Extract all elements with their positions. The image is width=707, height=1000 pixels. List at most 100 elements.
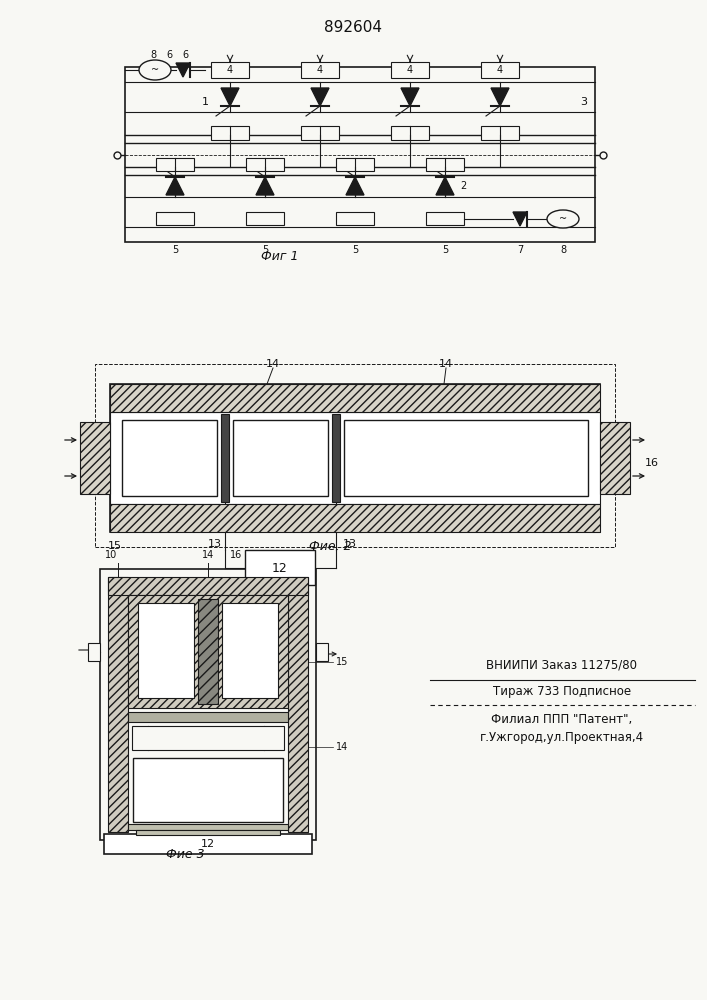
Bar <box>344 420 588 496</box>
Bar <box>426 158 464 171</box>
Text: ВНИИПИ Заказ 11275/80: ВНИИПИ Заказ 11275/80 <box>486 658 638 672</box>
Polygon shape <box>491 88 509 106</box>
Text: Филиал ППП "Патент",: Филиал ППП "Патент", <box>491 714 633 726</box>
Text: 6: 6 <box>182 50 188 60</box>
Text: 4: 4 <box>407 65 413 75</box>
Bar <box>600 422 630 494</box>
Bar <box>426 212 464 225</box>
Text: 8: 8 <box>150 50 156 60</box>
Bar <box>133 758 283 822</box>
Text: 13: 13 <box>343 539 357 549</box>
Bar <box>100 569 316 840</box>
Bar <box>336 158 374 171</box>
Bar <box>336 212 374 225</box>
Bar <box>110 384 600 532</box>
Polygon shape <box>513 212 527 226</box>
Text: Тираж 733 Подписное: Тираж 733 Подписное <box>493 686 631 698</box>
Bar <box>80 422 110 494</box>
Bar <box>222 603 278 698</box>
Text: 7: 7 <box>517 245 523 255</box>
Text: 16: 16 <box>645 458 659 468</box>
Bar <box>125 67 595 242</box>
Bar <box>391 126 429 140</box>
Text: 5: 5 <box>172 245 178 255</box>
Text: 12: 12 <box>201 839 215 849</box>
Text: 12: 12 <box>272 562 288 574</box>
Bar <box>138 603 194 698</box>
Bar <box>332 414 340 502</box>
Text: 11: 11 <box>200 784 216 796</box>
Bar <box>108 577 308 595</box>
Text: ~: ~ <box>559 214 567 224</box>
Text: 9: 9 <box>462 451 470 465</box>
Text: 8: 8 <box>163 646 170 656</box>
Bar <box>233 420 328 496</box>
Bar <box>128 595 288 708</box>
Text: 892604: 892604 <box>324 20 382 35</box>
Bar <box>316 643 328 661</box>
Bar <box>136 830 280 835</box>
Text: 14: 14 <box>266 359 280 369</box>
Bar <box>246 212 284 225</box>
Text: 4: 4 <box>227 65 233 75</box>
Text: 9: 9 <box>247 646 254 656</box>
Bar <box>198 599 218 704</box>
Bar <box>104 834 312 854</box>
Bar <box>211 126 249 140</box>
Text: Фие. 2: Фие. 2 <box>309 540 351 554</box>
Ellipse shape <box>139 60 171 80</box>
Text: 3: 3 <box>580 97 587 107</box>
Text: ~: ~ <box>151 65 159 75</box>
Bar <box>132 726 284 750</box>
Text: 16: 16 <box>230 550 242 560</box>
Text: 14: 14 <box>439 359 453 369</box>
Bar <box>211 62 249 78</box>
Text: Фие 3: Фие 3 <box>165 848 204 860</box>
Polygon shape <box>256 177 274 195</box>
Bar <box>128 712 288 722</box>
Bar <box>156 212 194 225</box>
Text: 5: 5 <box>262 245 268 255</box>
Text: 2: 2 <box>460 181 466 191</box>
Bar <box>481 62 519 78</box>
Bar <box>246 158 284 171</box>
Text: 5: 5 <box>442 245 448 255</box>
Bar <box>110 384 600 412</box>
Text: 11: 11 <box>271 451 289 465</box>
Text: 8: 8 <box>165 451 173 465</box>
Text: 4: 4 <box>317 65 323 75</box>
Bar <box>110 504 600 532</box>
Bar <box>110 412 600 504</box>
Bar <box>156 158 194 171</box>
Polygon shape <box>346 177 364 195</box>
Text: 13: 13 <box>201 733 215 743</box>
Text: г.Ужгород,ул.Проектная,4: г.Ужгород,ул.Проектная,4 <box>480 730 644 744</box>
Bar <box>108 577 128 832</box>
Text: 8: 8 <box>560 245 566 255</box>
Text: 5: 5 <box>352 245 358 255</box>
Text: 15: 15 <box>336 657 349 667</box>
Text: 1: 1 <box>201 97 209 107</box>
Bar <box>221 414 229 502</box>
Bar <box>481 126 519 140</box>
Bar <box>391 62 429 78</box>
Polygon shape <box>401 88 419 106</box>
Text: 10: 10 <box>105 550 117 560</box>
Polygon shape <box>311 88 329 106</box>
Ellipse shape <box>547 210 579 228</box>
Text: 6: 6 <box>166 50 172 60</box>
Bar <box>122 420 217 496</box>
Text: 15: 15 <box>108 541 122 551</box>
Bar <box>301 126 339 140</box>
Bar <box>288 577 308 832</box>
Text: 4: 4 <box>497 65 503 75</box>
Bar <box>301 62 339 78</box>
Polygon shape <box>436 177 454 195</box>
Polygon shape <box>221 88 239 106</box>
Text: 13: 13 <box>208 539 222 549</box>
Text: Фиг 1: Фиг 1 <box>262 249 299 262</box>
Polygon shape <box>176 63 190 77</box>
Text: 14: 14 <box>336 742 349 752</box>
Bar <box>95 364 615 547</box>
Text: 14: 14 <box>202 550 214 560</box>
